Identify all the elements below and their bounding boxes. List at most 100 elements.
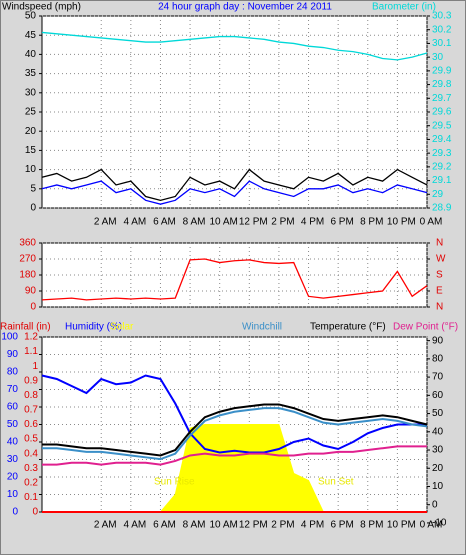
axis-label: Windspeed (mph) (2, 2, 81, 13)
y-tick-label: 50 (25, 11, 37, 22)
x-tick-label: 10 AM (210, 520, 238, 531)
y2-tick-label: 40 (432, 426, 444, 437)
y-tick-label: 20 (7, 472, 19, 483)
y2-tick-label: 29 (432, 189, 444, 200)
y3-tick-label: 0.2 (24, 477, 38, 488)
legend-entry: Temperature (°F) (310, 322, 386, 333)
y-tick-label: 360 (19, 238, 36, 249)
series-line (41, 31, 428, 61)
y-tick-label: 80 (7, 367, 19, 378)
legend-entry: Dew Point (°F) (393, 322, 458, 333)
x-tick-label: 8 PM (360, 217, 383, 228)
x-tick-label: 6 PM (330, 217, 353, 228)
x-tick-label: 4 AM (123, 217, 146, 228)
series-line (41, 374, 427, 454)
y3-tick-label: 0.5 (24, 434, 38, 445)
x-tick-label: 2 PM (271, 520, 294, 531)
x-tick-label: 10 PM (387, 217, 416, 228)
x-tick-label: 6 PM (330, 520, 353, 531)
y-tick-label: 90 (25, 286, 37, 297)
x-tick-label: 8 PM (360, 520, 383, 531)
y2-tick-label: N (436, 302, 443, 313)
y2-tick-label: 29.9 (432, 65, 452, 76)
x-tick-label: 12 PM (239, 520, 268, 531)
series-line (41, 258, 428, 301)
y-tick-label: 5 (30, 183, 36, 194)
x-tick-label: 8 AM (183, 520, 206, 531)
y3-tick-label: 0.3 (24, 463, 38, 474)
y-tick-label: 0 (30, 203, 36, 214)
y-tick-label: 90 (7, 349, 19, 360)
legend-entry: Rainfall (in) (0, 322, 51, 333)
series-line (41, 168, 428, 201)
y2-tick-label: 29.7 (432, 93, 452, 104)
y2-tick-label: 30.3 (432, 11, 452, 22)
y-tick-label: 0 (30, 302, 36, 313)
legend-entry: Windchill (242, 322, 282, 333)
y2-tick-label: -10 (432, 518, 447, 529)
y-tick-label: 270 (19, 254, 36, 265)
x-tick-label: 0 AM (420, 217, 443, 228)
y2-tick-label: 20 (432, 463, 444, 474)
y-tick-label: 40 (25, 49, 37, 60)
y2-tick-label: 29.5 (432, 120, 452, 131)
y-tick-label: 10 (7, 489, 19, 500)
x-tick-label: 10 PM (387, 520, 416, 531)
y-tick-label: 35 (25, 68, 37, 79)
y-tick-label: 10 (25, 164, 37, 175)
y2-tick-label: E (436, 286, 443, 297)
y2-tick-label: 0 (432, 499, 438, 510)
y-tick-label: 180 (19, 270, 36, 281)
y2-tick-label: 29.2 (432, 161, 452, 172)
y-tick-label: 100 (1, 332, 18, 343)
y2-tick-label: 80 (432, 354, 444, 365)
y2-tick-label: 29.3 (432, 148, 452, 159)
y3-tick-label: 0.1 (24, 492, 38, 503)
y3-tick-label: 0.7 (24, 405, 38, 416)
y2-tick-label: S (436, 270, 443, 281)
y3-tick-label: 1.1 (24, 346, 38, 357)
y3-tick-label: 0.8 (24, 390, 38, 401)
axis-label: 24 hour graph day : November 24 2011 (158, 2, 332, 13)
y2-tick-label: 29.1 (432, 175, 452, 186)
y2-tick-label: 30 (432, 445, 444, 456)
y-tick-label: 20 (25, 126, 37, 137)
x-tick-label: 4 PM (301, 217, 324, 228)
x-tick-label: 2 AM (94, 520, 117, 531)
y2-tick-label: 70 (432, 372, 444, 383)
annotation: Sun Set (318, 477, 354, 488)
y-tick-label: 30 (25, 87, 37, 98)
y2-tick-label: 29.8 (432, 79, 452, 90)
y3-tick-label: 1.2 (24, 332, 38, 343)
annotation: Sun Rise (154, 477, 195, 488)
y-tick-label: 40 (7, 437, 19, 448)
y-tick-label: 50 (7, 419, 19, 430)
y-tick-label: 0 (12, 507, 18, 518)
series-line (42, 445, 427, 466)
series-line (42, 407, 428, 461)
x-tick-label: 0 AM (420, 520, 443, 531)
y3-tick-label: 0 (32, 507, 38, 518)
y2-tick-label: 90 (432, 335, 444, 346)
y3-tick-label: 0.6 (24, 419, 38, 430)
y2-tick-label: 30 (432, 52, 444, 63)
x-tick-label: 6 AM (153, 217, 176, 228)
x-tick-label: 12 PM (239, 217, 268, 228)
y-tick-label: 70 (7, 384, 19, 395)
x-tick-label: 2 AM (94, 217, 117, 228)
x-tick-label: 10 AM (210, 217, 238, 228)
y2-tick-label: 60 (432, 390, 444, 401)
y2-tick-label: 30.2 (432, 24, 452, 35)
legend-entry: Humidity (%) (65, 322, 122, 333)
series-line (42, 403, 428, 457)
y2-tick-label: W (436, 254, 446, 265)
x-tick-label: 8 AM (183, 217, 206, 228)
y3-tick-label: 1 (32, 361, 38, 372)
series-line (41, 180, 428, 205)
x-tick-label: 4 PM (301, 520, 324, 531)
x-tick-label: 4 AM (123, 520, 146, 531)
y2-tick-label: N (436, 238, 443, 249)
y-tick-label: 25 (25, 107, 37, 118)
y-tick-label: 60 (7, 402, 19, 413)
